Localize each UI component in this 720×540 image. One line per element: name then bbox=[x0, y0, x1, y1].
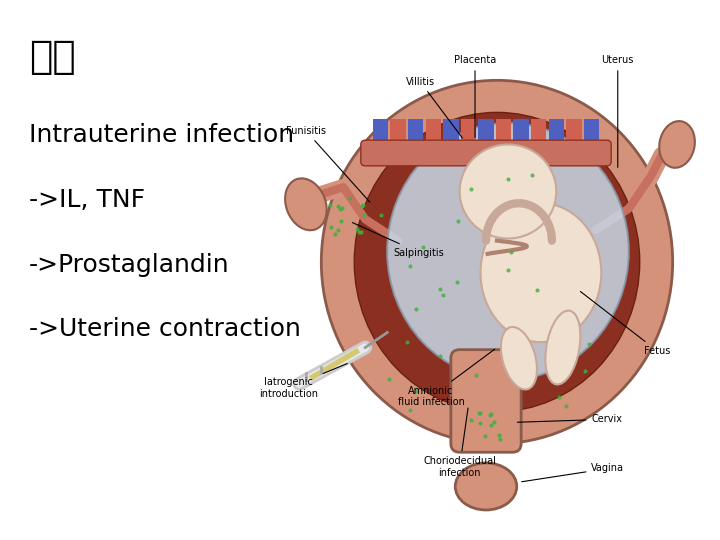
Point bbox=[410, 387, 422, 395]
Text: ->Uterine contraction: ->Uterine contraction bbox=[29, 318, 301, 341]
Bar bbox=[584, 119, 599, 157]
Point bbox=[471, 370, 482, 379]
Bar bbox=[390, 119, 406, 157]
Point bbox=[325, 222, 337, 231]
Point bbox=[356, 202, 368, 211]
Point bbox=[583, 340, 595, 348]
Point bbox=[351, 225, 363, 233]
Text: Choriodecidual
infection: Choriodecidual infection bbox=[423, 408, 496, 478]
Point bbox=[465, 185, 477, 193]
Text: Uterus: Uterus bbox=[602, 55, 634, 167]
Ellipse shape bbox=[354, 112, 640, 411]
Point bbox=[333, 226, 344, 234]
Ellipse shape bbox=[455, 463, 517, 510]
Point bbox=[383, 374, 395, 383]
Point bbox=[486, 409, 498, 418]
Point bbox=[465, 416, 477, 424]
Text: Amnionic
fluid infection: Amnionic fluid infection bbox=[397, 349, 495, 407]
Point bbox=[417, 242, 428, 251]
Point bbox=[553, 393, 564, 402]
Point bbox=[336, 217, 347, 226]
Bar bbox=[478, 119, 494, 157]
Text: Villitis: Villitis bbox=[405, 77, 462, 138]
Point bbox=[401, 338, 413, 347]
Bar bbox=[426, 119, 441, 157]
Text: Vagina: Vagina bbox=[522, 463, 624, 482]
Ellipse shape bbox=[387, 123, 629, 380]
Point bbox=[330, 230, 341, 238]
Point bbox=[353, 227, 364, 236]
Point bbox=[357, 201, 369, 210]
Point bbox=[435, 285, 446, 293]
Text: ->IL, TNF: ->IL, TNF bbox=[29, 188, 145, 212]
Point bbox=[332, 202, 343, 211]
Point bbox=[579, 367, 590, 375]
Bar bbox=[496, 119, 511, 157]
Point bbox=[474, 418, 485, 427]
Point bbox=[480, 431, 491, 440]
FancyBboxPatch shape bbox=[361, 140, 611, 166]
Point bbox=[356, 227, 367, 236]
Ellipse shape bbox=[321, 80, 672, 444]
Text: Cervix: Cervix bbox=[518, 414, 622, 424]
Point bbox=[485, 421, 497, 429]
Ellipse shape bbox=[285, 178, 327, 230]
Text: ->Prostaglandin: ->Prostaglandin bbox=[29, 253, 230, 276]
Bar bbox=[408, 119, 423, 157]
Point bbox=[474, 409, 485, 417]
Point bbox=[493, 431, 505, 440]
Point bbox=[505, 248, 516, 256]
Point bbox=[453, 217, 464, 225]
Text: Salpingitis: Salpingitis bbox=[352, 222, 444, 258]
Text: Placenta: Placenta bbox=[454, 55, 496, 137]
Ellipse shape bbox=[545, 310, 580, 384]
Bar bbox=[461, 119, 476, 157]
Bar bbox=[566, 119, 582, 157]
Point bbox=[410, 305, 422, 314]
Point bbox=[531, 286, 543, 295]
Point bbox=[561, 401, 572, 410]
Point bbox=[334, 204, 346, 213]
Ellipse shape bbox=[480, 203, 601, 342]
Text: Fetus: Fetus bbox=[580, 292, 670, 356]
Ellipse shape bbox=[660, 121, 695, 168]
Point bbox=[451, 278, 462, 286]
Point bbox=[324, 200, 336, 209]
Point bbox=[503, 174, 514, 183]
Point bbox=[437, 291, 449, 300]
Point bbox=[434, 352, 446, 360]
Text: Intrauterine infection: Intrauterine infection bbox=[29, 123, 294, 147]
Bar bbox=[549, 119, 564, 157]
Point bbox=[375, 211, 387, 219]
Point bbox=[494, 434, 505, 443]
Circle shape bbox=[459, 145, 557, 239]
Ellipse shape bbox=[501, 327, 537, 389]
Text: Iatrogenic
introduction: Iatrogenic introduction bbox=[259, 363, 347, 399]
Point bbox=[485, 411, 496, 420]
Point bbox=[359, 210, 370, 219]
Text: 감염: 감염 bbox=[29, 38, 76, 76]
Point bbox=[526, 170, 537, 179]
Bar bbox=[531, 119, 546, 157]
Point bbox=[474, 409, 486, 418]
Point bbox=[337, 204, 348, 212]
Bar bbox=[373, 119, 388, 157]
Text: Funisitis: Funisitis bbox=[286, 126, 370, 202]
Bar bbox=[513, 119, 528, 157]
Point bbox=[502, 266, 513, 275]
Point bbox=[488, 417, 500, 426]
Point bbox=[405, 262, 416, 271]
Point bbox=[405, 406, 416, 415]
Point bbox=[344, 194, 356, 202]
Bar bbox=[444, 119, 459, 157]
FancyBboxPatch shape bbox=[451, 350, 521, 452]
